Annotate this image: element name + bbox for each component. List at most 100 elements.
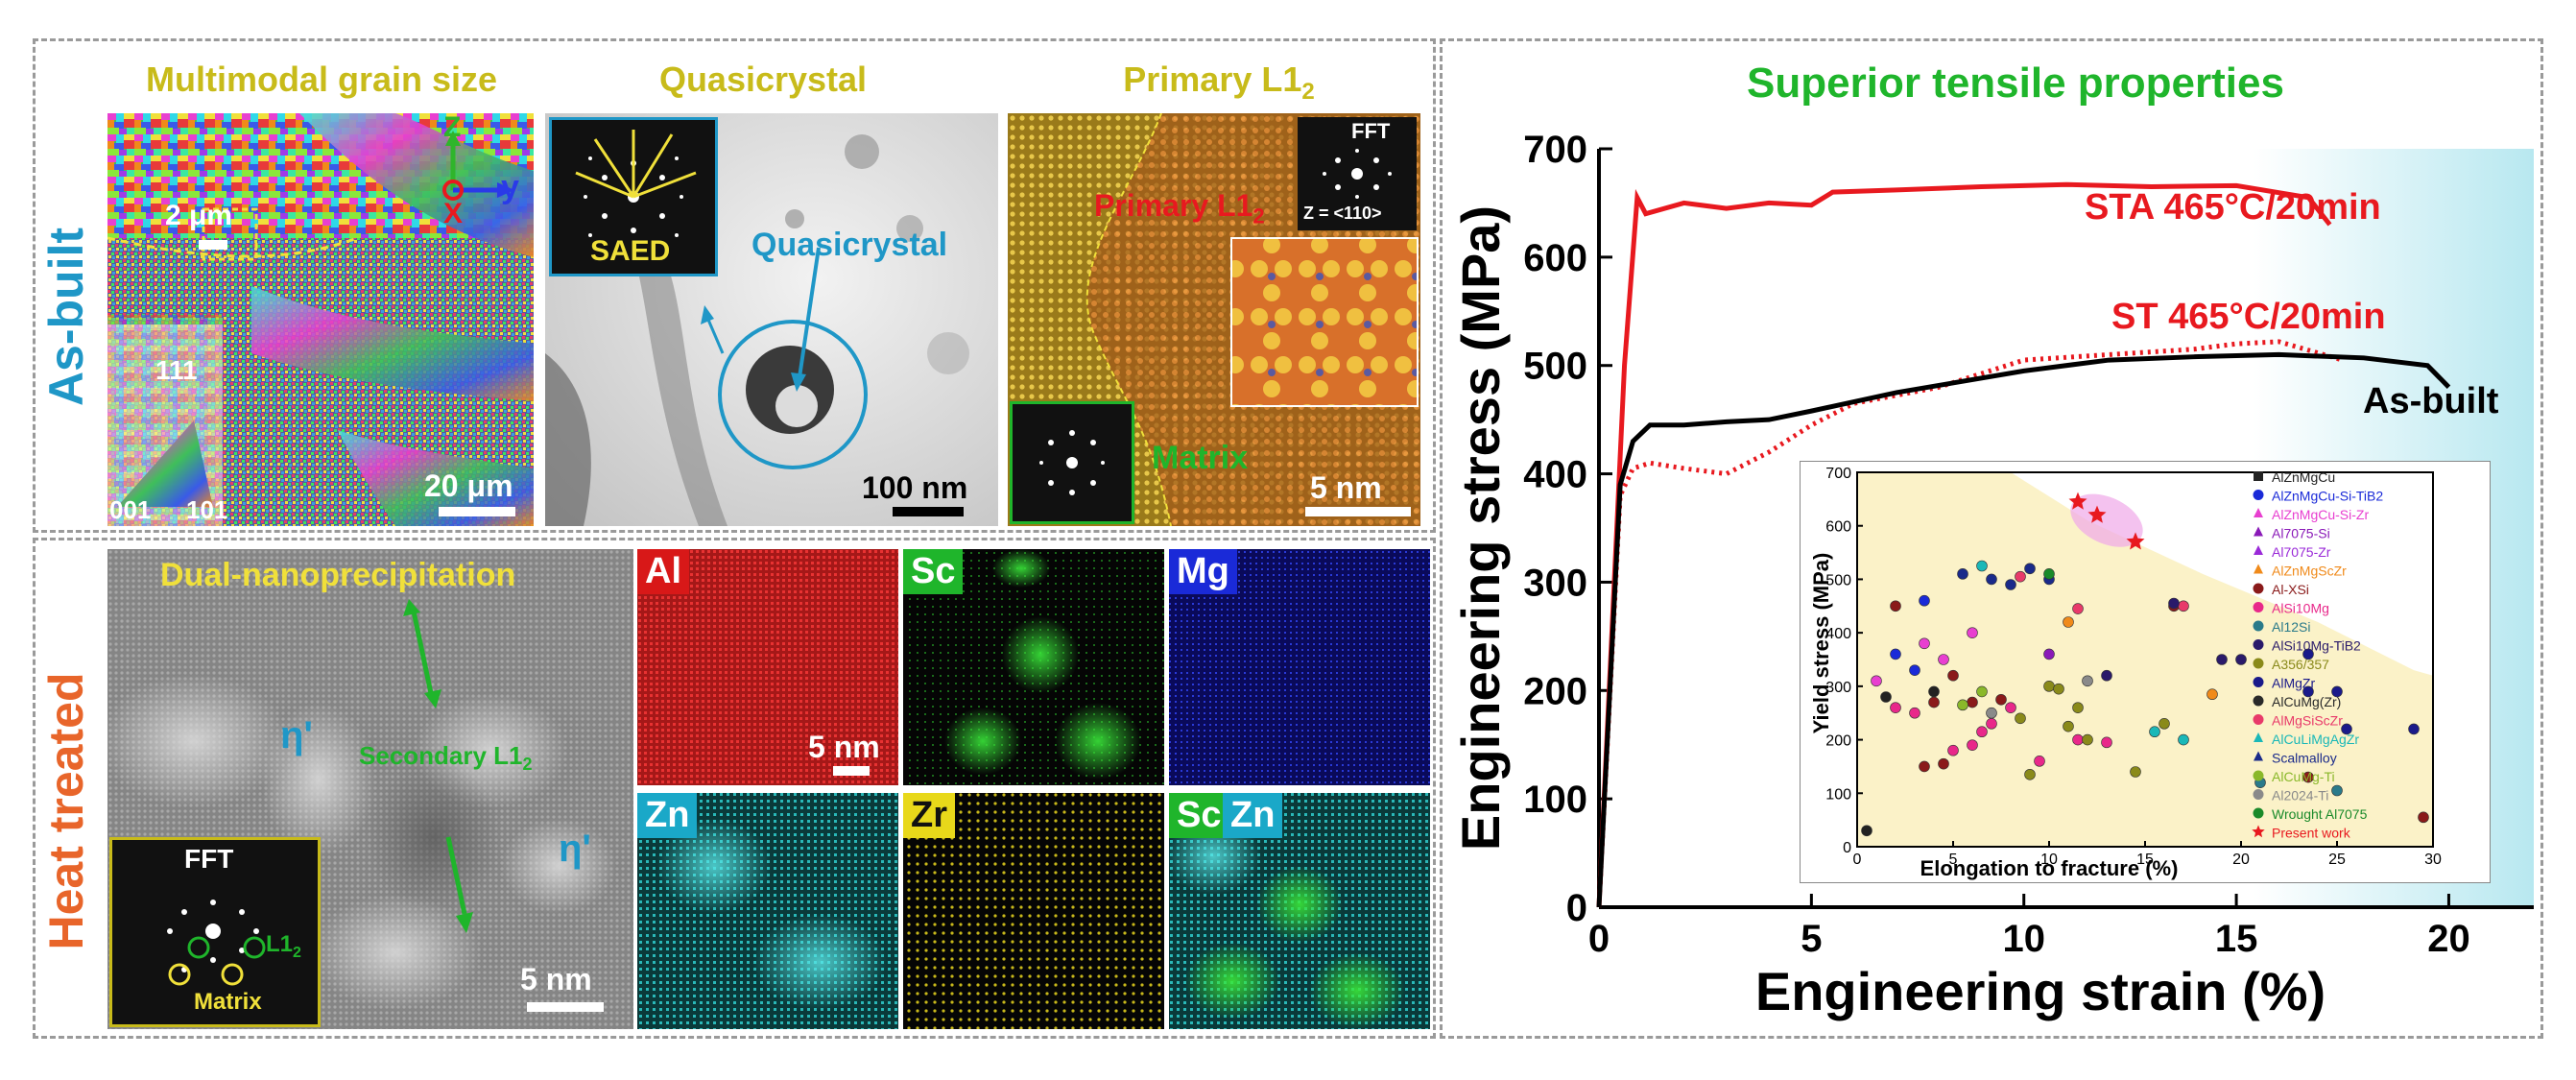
scatter-point <box>2082 733 2093 746</box>
quasi-scale <box>893 507 964 516</box>
scatter-point <box>2043 648 2055 660</box>
scatter-point <box>2408 723 2420 735</box>
scatter-point <box>2101 669 2112 682</box>
ebsd-scale-large <box>439 507 515 516</box>
y-tick-label: 200 <box>1523 670 1587 712</box>
ebsd-scale-small <box>199 240 227 250</box>
scatter-point <box>1986 718 1997 730</box>
l12-dual-sub: 2 <box>293 944 301 961</box>
heat-treated-label: Heat treated <box>39 672 93 950</box>
scatter-point <box>2015 570 2026 583</box>
eds-sc-tag: Sc <box>903 549 964 594</box>
scatter-point <box>1928 696 1940 708</box>
inset-y-tick-label: 600 <box>1825 519 1851 536</box>
scatter-point <box>1909 707 1920 719</box>
multimodal-title: Multimodal grain size <box>145 60 498 99</box>
scatter-point <box>1976 685 1988 698</box>
saed-svg <box>575 130 697 237</box>
legend-label: AlMgSiScZr <box>2272 713 2343 729</box>
saed-inset: SAED <box>549 117 718 276</box>
scatter-point <box>1890 648 1901 660</box>
legend-marker <box>2253 714 2264 725</box>
scatter-point <box>1967 627 1978 638</box>
l12-title-text: Primary L1 <box>1123 60 1302 99</box>
legend-marker <box>2254 751 2263 761</box>
legend-marker <box>2253 639 2264 650</box>
scatter-point <box>2331 784 2343 797</box>
inset-x-tick-label: 25 <box>2328 852 2346 868</box>
fft-l12-svg <box>1323 149 1392 199</box>
scatter-point <box>2149 726 2160 738</box>
eds-zr-tag: Zr <box>903 793 955 838</box>
present-work-point <box>2068 492 2087 510</box>
l12-dual-text: L1 <box>266 931 294 957</box>
legend-label: AlZnMgCu-Si-TiB2 <box>2272 489 2383 504</box>
scatter-point <box>2015 712 2026 725</box>
scatter-point <box>1909 664 1920 676</box>
legend-label: Al-XSi <box>2272 582 2309 597</box>
ebsd-svg <box>107 113 534 526</box>
chart-title: Superior tensile properties <box>1747 60 2284 107</box>
legend-marker <box>2254 508 2263 517</box>
legend-marker <box>2253 602 2264 612</box>
scatter-point <box>1976 560 1988 572</box>
matrix-l12-label: Matrix <box>1152 440 1249 476</box>
scatter-point <box>2072 702 2084 713</box>
scatter-point <box>2130 766 2141 778</box>
scatter-point <box>1995 693 2007 706</box>
legend-label: AlZnMgCu-Si-Zr <box>2272 507 2369 522</box>
axis-triad <box>442 131 514 201</box>
legend-label: AlZnMgScZr <box>2272 564 2347 579</box>
scatter-point <box>1890 600 1901 612</box>
inset-shaded-region <box>1857 472 2433 847</box>
inset-y-tick-label: 700 <box>1825 466 1851 482</box>
x-tick-label: 5 <box>1801 918 1822 960</box>
fft-inset-matrix <box>1010 401 1134 524</box>
scatter-point <box>2063 720 2074 732</box>
scatter-point <box>2024 768 2036 780</box>
legend-label: Al2024-Ti <box>2272 788 2328 804</box>
quasi-title: Quasicrystal <box>658 60 868 99</box>
fft-inset-dual: FFT L12 Matrix <box>109 837 321 1027</box>
legend-marker <box>2253 658 2264 669</box>
l12-dual-label: L12 <box>266 931 301 962</box>
ipf-111-label: 111 <box>155 355 198 385</box>
tensile-frame <box>1440 38 2543 1039</box>
x-axis-label: Engineering strain (%) <box>1755 961 2326 1021</box>
inset-y-tick-label: 0 <box>1843 840 1851 856</box>
legend-label: A356/357 <box>2272 657 2329 672</box>
legend-label: Present work <box>2272 826 2351 841</box>
scatter-point <box>2418 811 2429 824</box>
y-tick-label: 500 <box>1523 346 1587 388</box>
as-built-frame <box>33 38 1436 533</box>
fft-inset-l12: FFT Z = <110> <box>1298 117 1417 230</box>
scatter-point <box>2005 702 2016 713</box>
scatter-point <box>1919 637 1930 650</box>
quasi-tem: SAED Quasicrystal 100 nm <box>545 113 998 526</box>
eds-scale-label: 5 nm <box>808 730 880 764</box>
eds-svg <box>637 549 1430 1029</box>
scatter-point <box>2072 733 2084 746</box>
scatter-point <box>1967 739 1978 751</box>
scatter-point <box>2043 681 2055 692</box>
x-tick-label: 0 <box>1588 918 1610 960</box>
eds-al-tag: Al <box>637 549 689 594</box>
scatter-point <box>2072 603 2084 614</box>
eds-scale <box>833 766 870 776</box>
eds-sc2-tag: Sc <box>1169 793 1229 838</box>
scatter-point <box>1890 702 1901 713</box>
inset-x-tick-label: 15 <box>2136 852 2154 868</box>
legend-marker <box>2254 732 2263 742</box>
inset-y-tick-label: 300 <box>1825 680 1851 696</box>
eta2-label: η' <box>559 828 591 870</box>
matrix-dual-label: Matrix <box>194 989 262 1015</box>
scatter-point <box>2024 563 2036 575</box>
legend-marker <box>2254 526 2263 537</box>
sta-annotation: STA 465°C/20min <box>2085 187 2381 228</box>
scatter-point <box>2168 597 2180 610</box>
scatter-point <box>2101 736 2112 749</box>
saed-label: SAED <box>590 235 671 267</box>
legend-marker <box>2253 583 2264 594</box>
scatter-point <box>2235 654 2247 665</box>
l12-hrtem: FFT Z = <110> Primary L12 Matrix 5 nm <box>1008 113 1420 526</box>
